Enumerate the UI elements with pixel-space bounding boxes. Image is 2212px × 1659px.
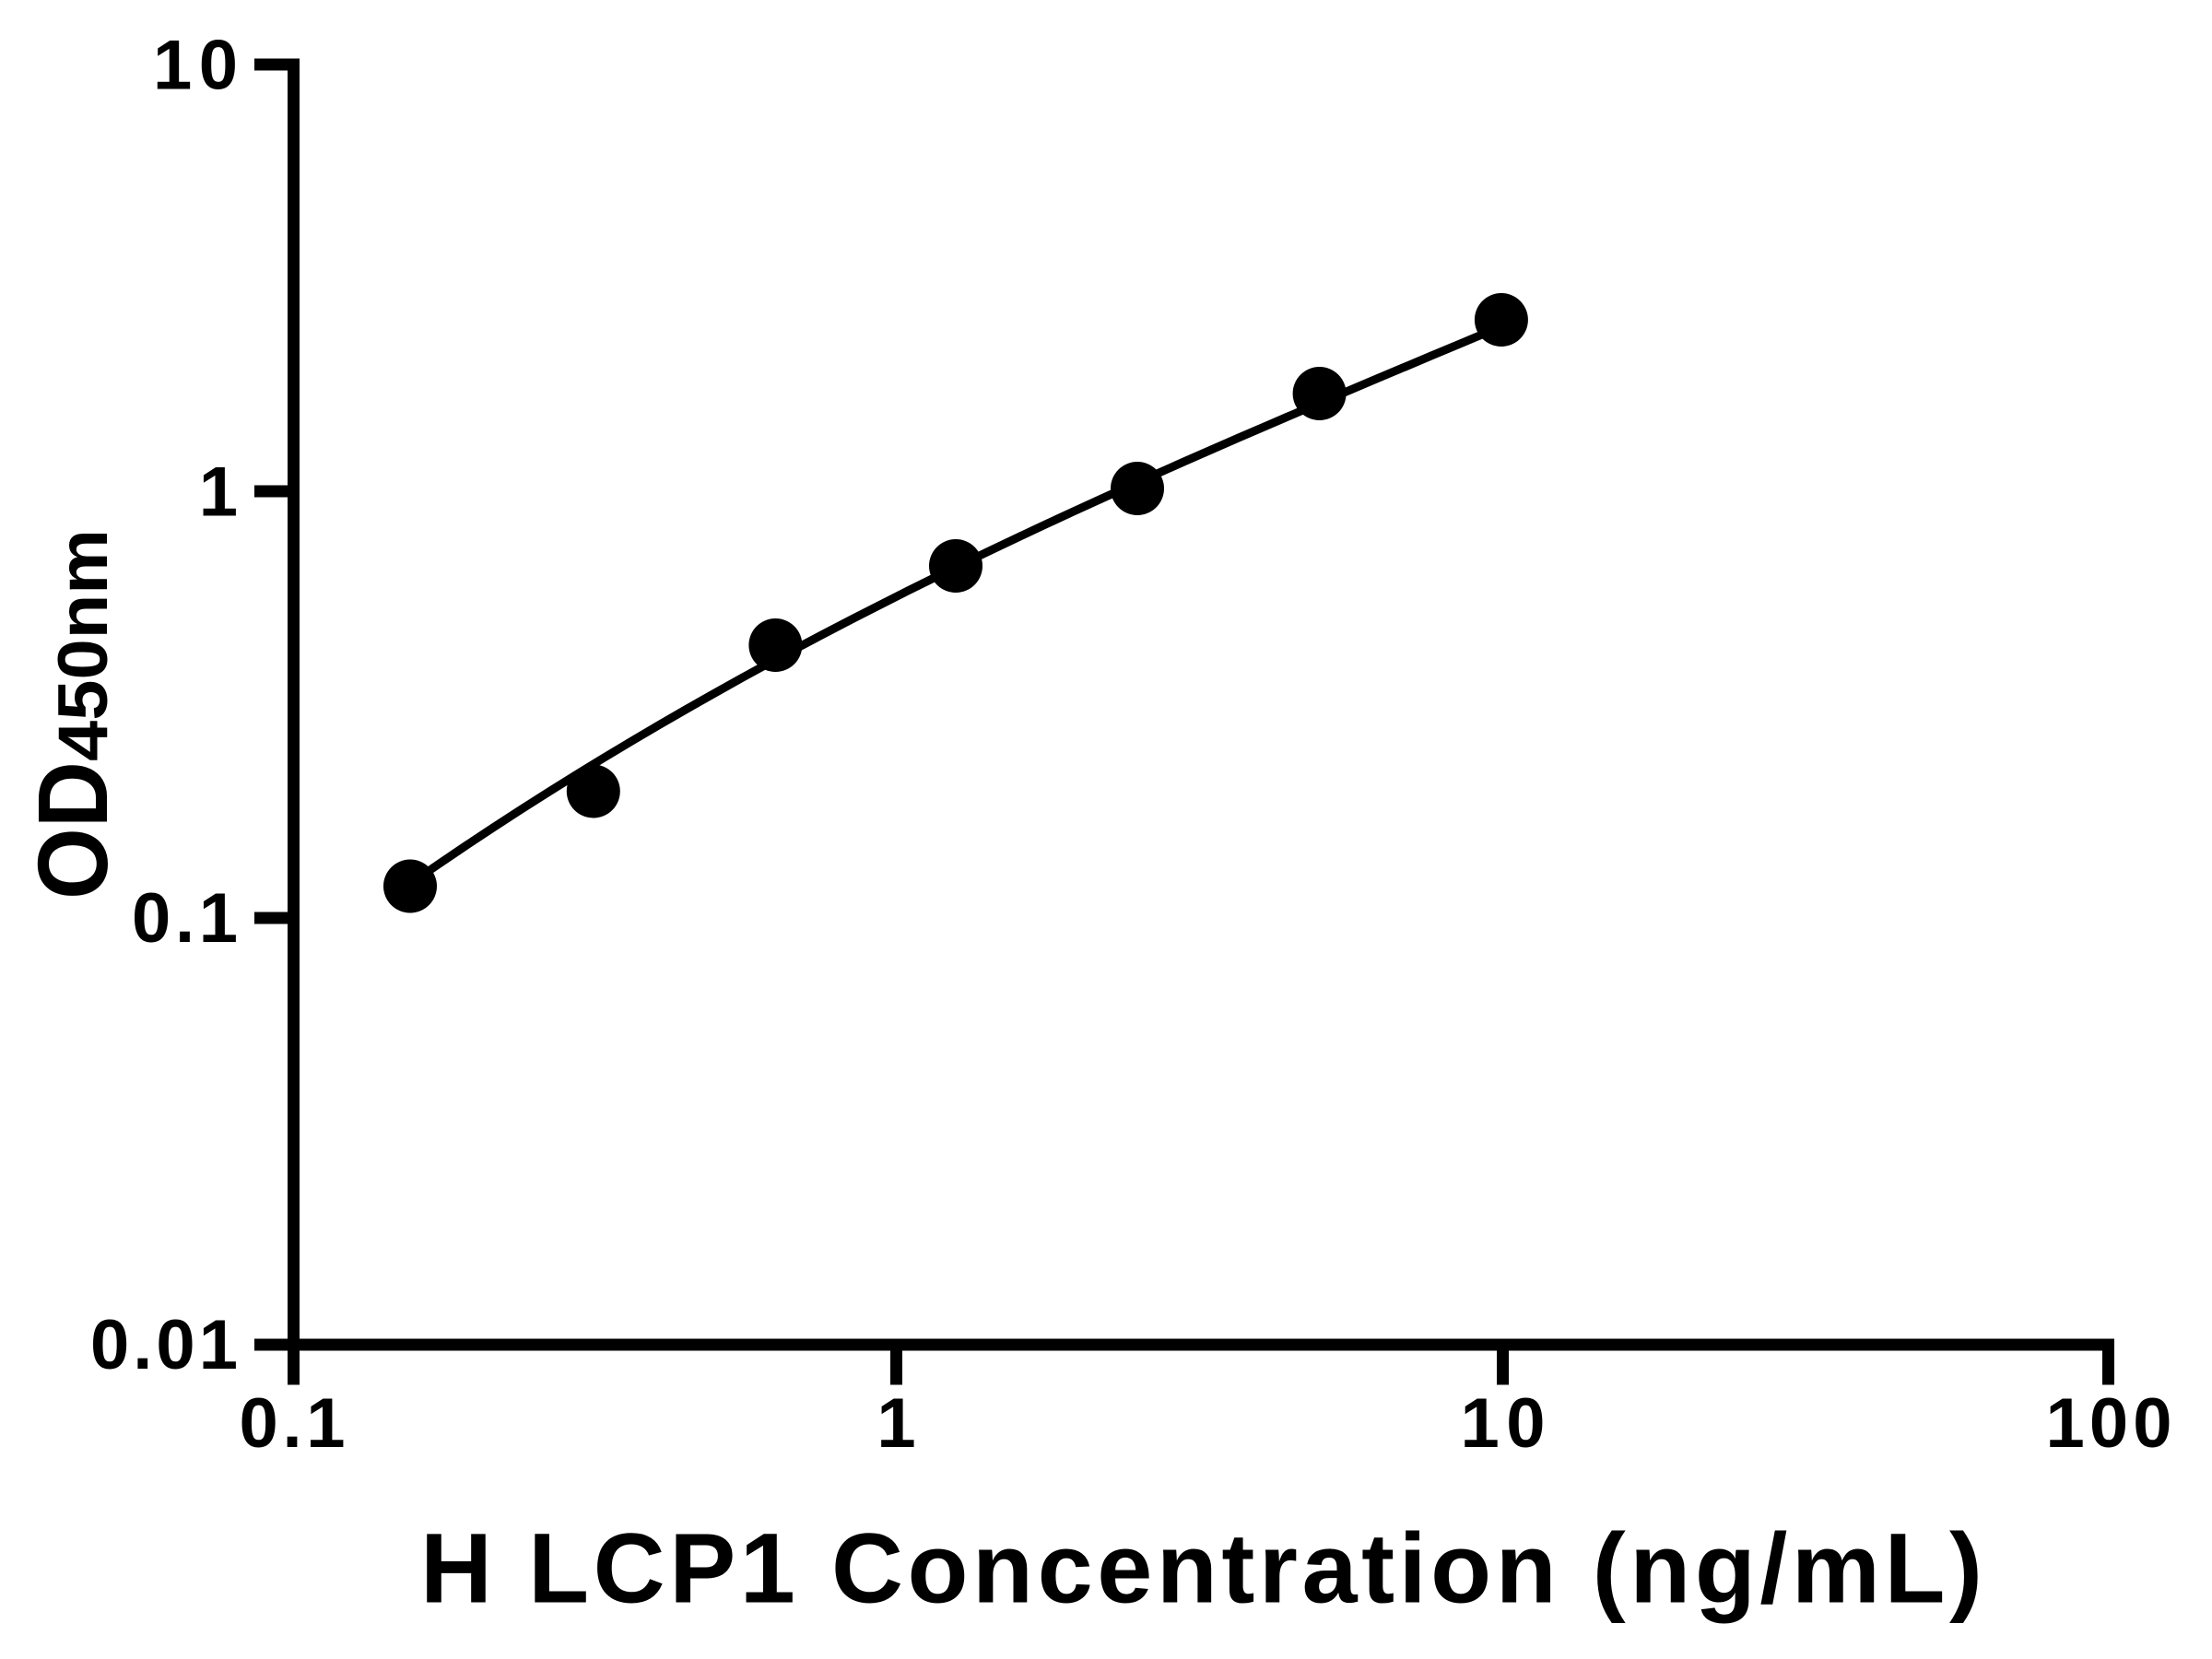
svg-text:1: 1: [199, 453, 238, 532]
svg-text:100: 100: [2046, 1384, 2172, 1463]
svg-text:0.01: 0.01: [90, 1306, 238, 1384]
svg-text:1: 1: [877, 1384, 915, 1463]
svg-text:H LCP1 Concentration (ng/mL): H LCP1 Concentration (ng/mL): [420, 1512, 1983, 1624]
svg-text:0.1: 0.1: [240, 1384, 346, 1463]
svg-text:0.1: 0.1: [132, 879, 238, 958]
svg-text:OD450nm: OD450nm: [17, 529, 128, 900]
